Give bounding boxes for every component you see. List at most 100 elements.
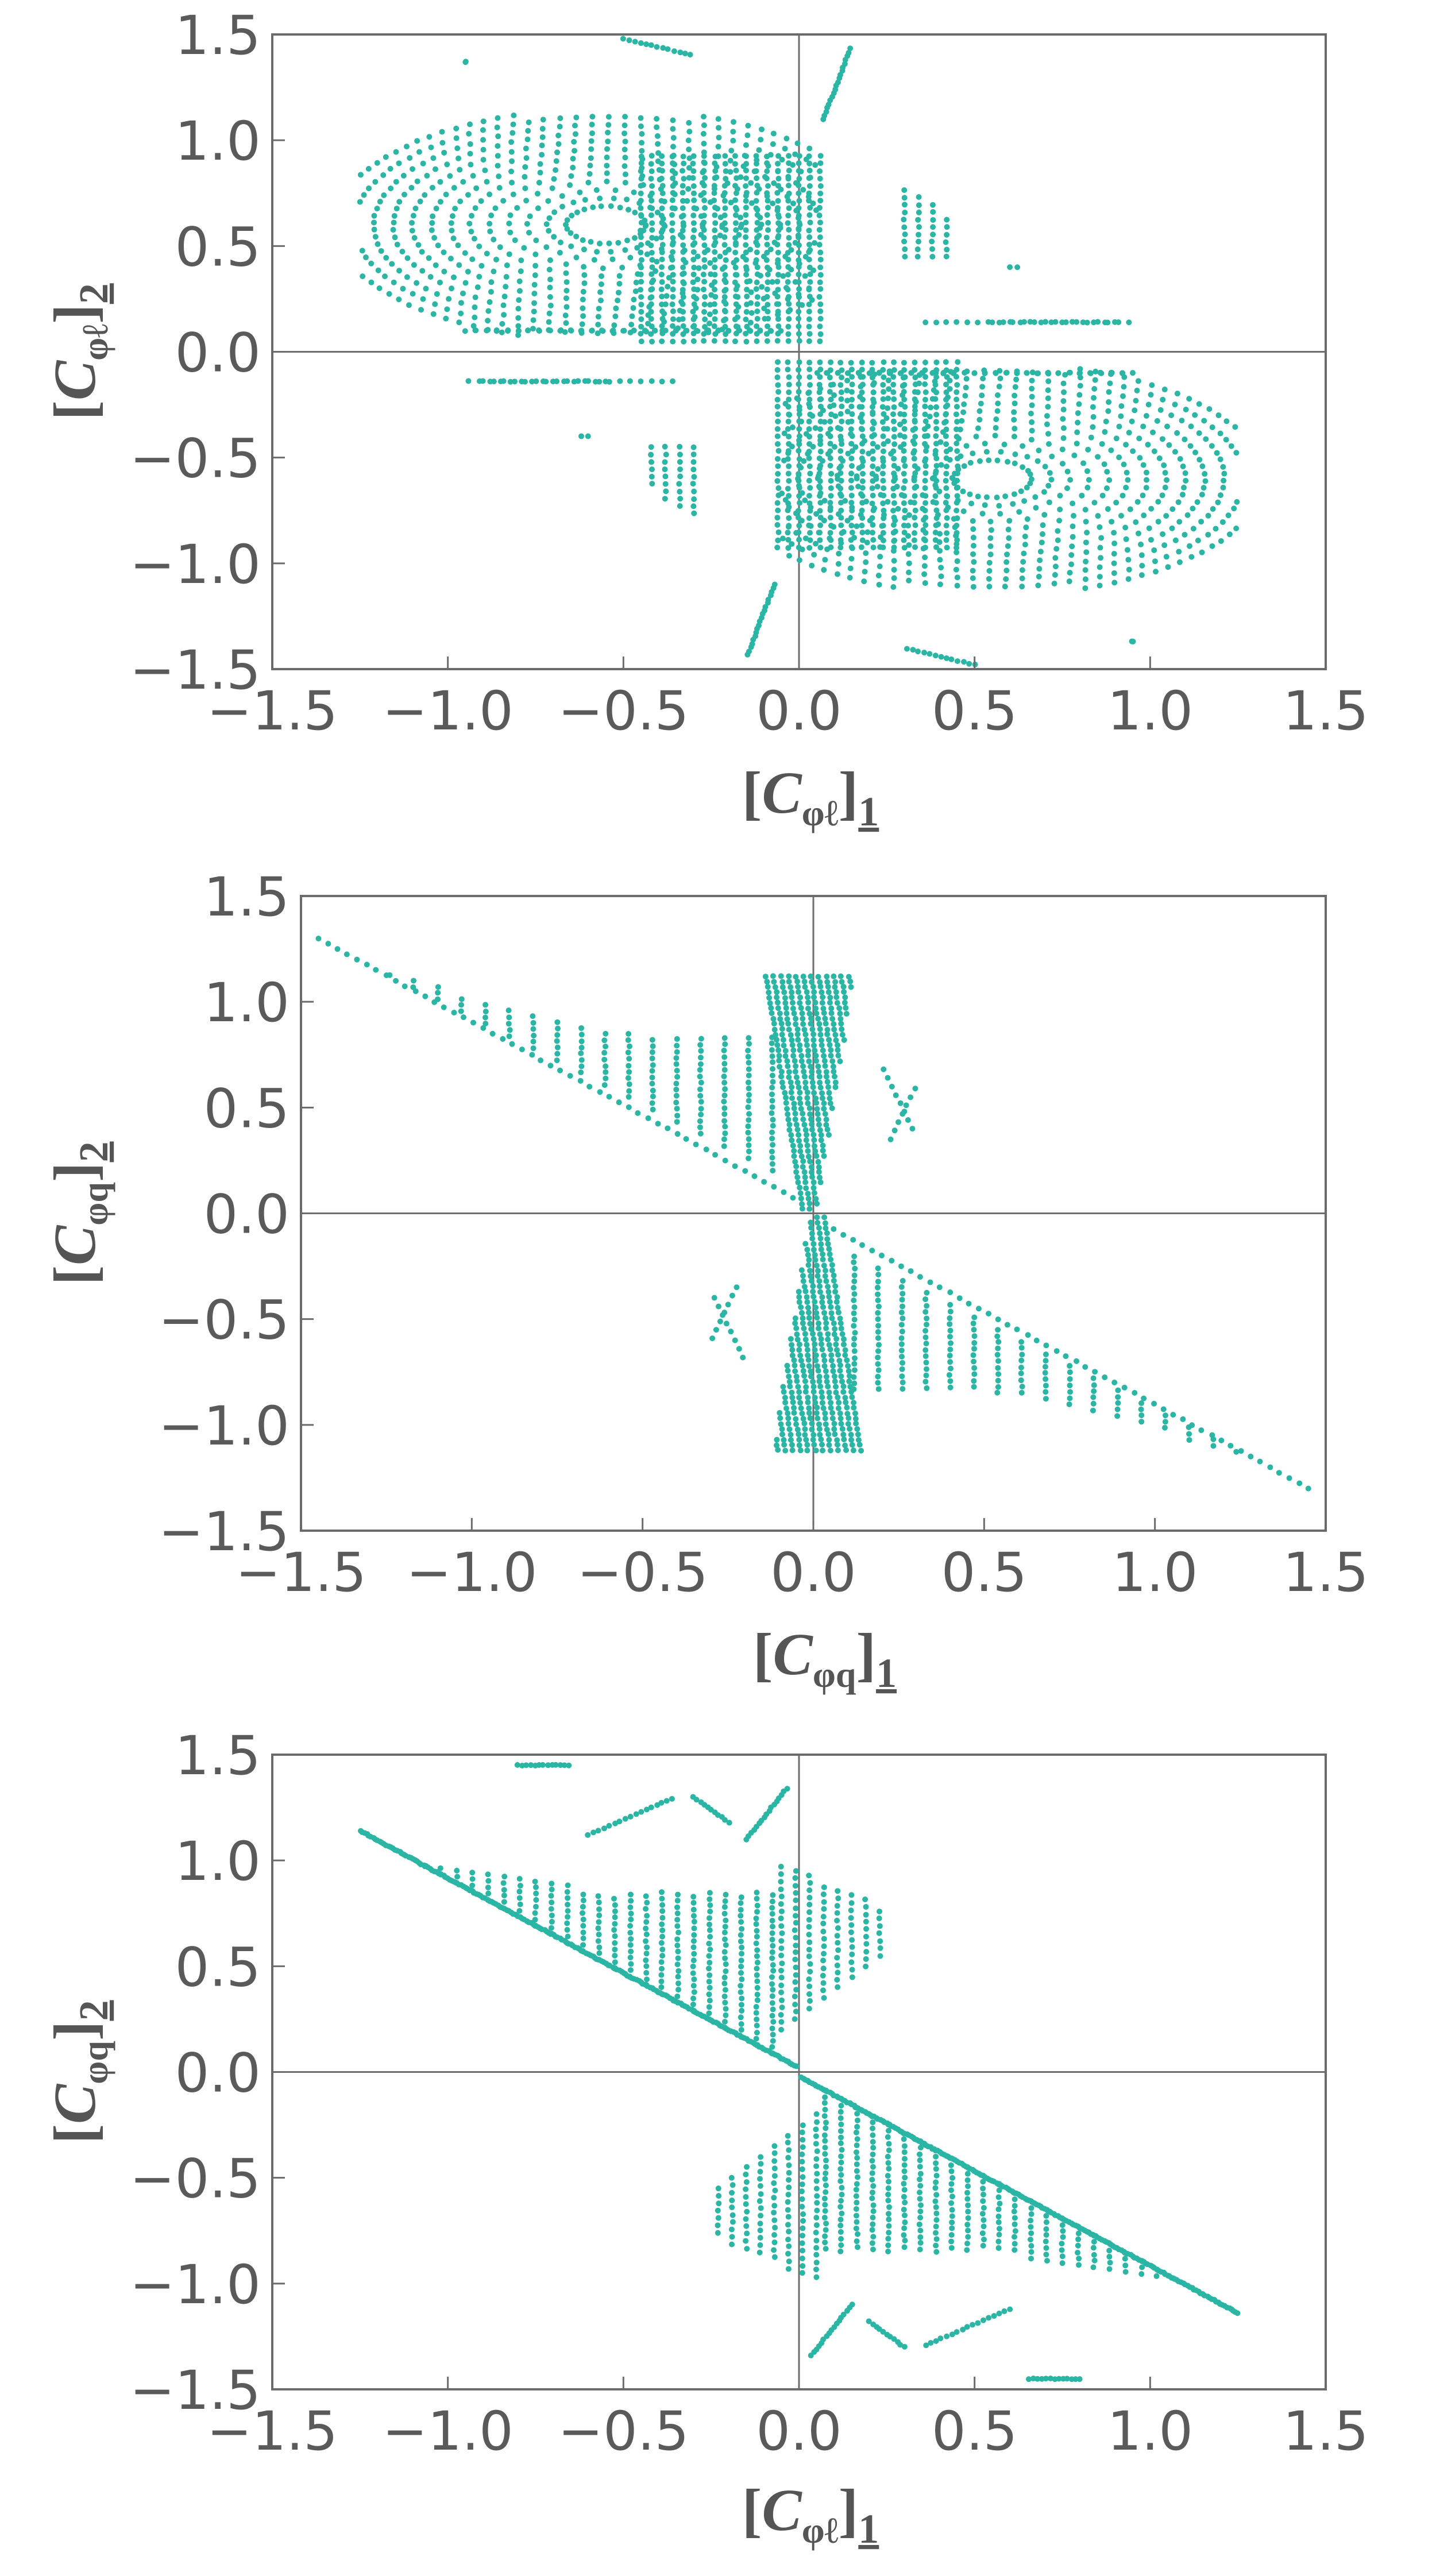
data-point <box>643 1919 650 1925</box>
data-point <box>829 1267 835 1273</box>
data-point <box>769 1911 775 1917</box>
data-point <box>943 441 949 447</box>
data-point <box>767 1000 773 1006</box>
data-point <box>954 574 960 581</box>
data-point <box>775 257 781 263</box>
data-point <box>785 366 791 373</box>
data-point <box>854 2199 860 2206</box>
data-point <box>826 1389 832 1396</box>
data-point <box>827 418 833 424</box>
data-point <box>629 313 635 319</box>
data-point <box>721 1936 728 1942</box>
data-point <box>675 1987 682 1993</box>
data-point <box>559 203 566 210</box>
data-point <box>612 1952 618 1959</box>
data-point <box>573 233 580 240</box>
data-point <box>775 418 781 424</box>
data-point <box>803 1436 809 1443</box>
data-point <box>680 227 686 234</box>
data-point <box>674 1910 681 1917</box>
data-point <box>447 256 454 262</box>
data-point <box>780 1084 786 1090</box>
data-point <box>825 1084 831 1090</box>
data-point <box>841 999 848 1006</box>
data-point <box>1018 1345 1025 1351</box>
data-point <box>1140 423 1147 430</box>
data-point <box>1097 574 1103 580</box>
data-point <box>822 2202 828 2208</box>
data-point <box>806 1310 812 1316</box>
data-point <box>740 1354 746 1361</box>
data-point <box>1162 1419 1168 1425</box>
data-point <box>819 1346 825 1353</box>
data-point <box>497 379 504 385</box>
data-point <box>645 1115 651 1121</box>
data-point <box>875 466 881 472</box>
data-point <box>891 1127 898 1134</box>
data-point <box>870 411 876 418</box>
data-point <box>1018 488 1024 495</box>
data-point <box>505 1007 512 1014</box>
data-point <box>591 257 597 263</box>
data-point <box>1174 391 1180 397</box>
data-point <box>797 1184 803 1191</box>
data-point <box>1029 393 1035 400</box>
data-point <box>912 403 918 410</box>
data-point <box>796 366 802 373</box>
data-point <box>1018 1377 1024 1384</box>
data-point <box>1155 499 1161 505</box>
data-point <box>797 1042 803 1048</box>
data-point <box>627 1930 634 1936</box>
data-point <box>835 1052 841 1059</box>
data-point <box>711 338 717 344</box>
data-point <box>686 146 692 153</box>
data-point <box>810 1241 817 1247</box>
data-point <box>434 291 440 297</box>
data-point <box>648 153 655 159</box>
data-point <box>784 1016 790 1022</box>
data-point <box>796 404 802 410</box>
data-point <box>827 1100 833 1107</box>
data-point <box>674 1073 681 1080</box>
data-point <box>824 1378 830 1385</box>
data-point <box>753 198 759 204</box>
data-point <box>806 323 812 330</box>
data-point <box>802 1331 808 1337</box>
data-point <box>1120 393 1126 399</box>
data-point <box>802 1179 809 1185</box>
data-point <box>901 544 908 551</box>
data-point <box>995 2194 1002 2200</box>
x-tick-label: −0.5 <box>577 1542 708 1604</box>
data-point <box>721 1035 728 1041</box>
data-point <box>565 1933 571 1940</box>
data-point <box>778 1021 785 1027</box>
data-point <box>815 1015 821 1022</box>
data-point <box>525 128 531 134</box>
data-point <box>824 979 831 985</box>
data-point <box>785 470 792 477</box>
data-point <box>444 306 450 312</box>
data-point <box>797 1047 803 1053</box>
data-point <box>1090 2264 1097 2270</box>
data-point <box>1028 2205 1034 2211</box>
data-point <box>799 1010 805 1017</box>
data-point <box>816 212 823 218</box>
data-point <box>827 1447 833 1454</box>
data-point <box>806 212 813 218</box>
data-point <box>644 1899 650 1906</box>
data-point <box>444 161 450 168</box>
data-point <box>580 1935 586 1941</box>
data-point <box>536 179 542 186</box>
data-point <box>648 459 654 465</box>
data-point <box>848 1922 855 1928</box>
data-point <box>998 449 1004 455</box>
data-point <box>745 1079 751 1086</box>
data-point <box>555 1025 561 1032</box>
data-point <box>827 507 833 513</box>
data-point <box>796 271 802 277</box>
data-point <box>901 238 908 245</box>
data-point <box>870 426 876 432</box>
data-point <box>674 1049 680 1055</box>
data-point <box>460 290 466 296</box>
data-point <box>817 234 823 240</box>
